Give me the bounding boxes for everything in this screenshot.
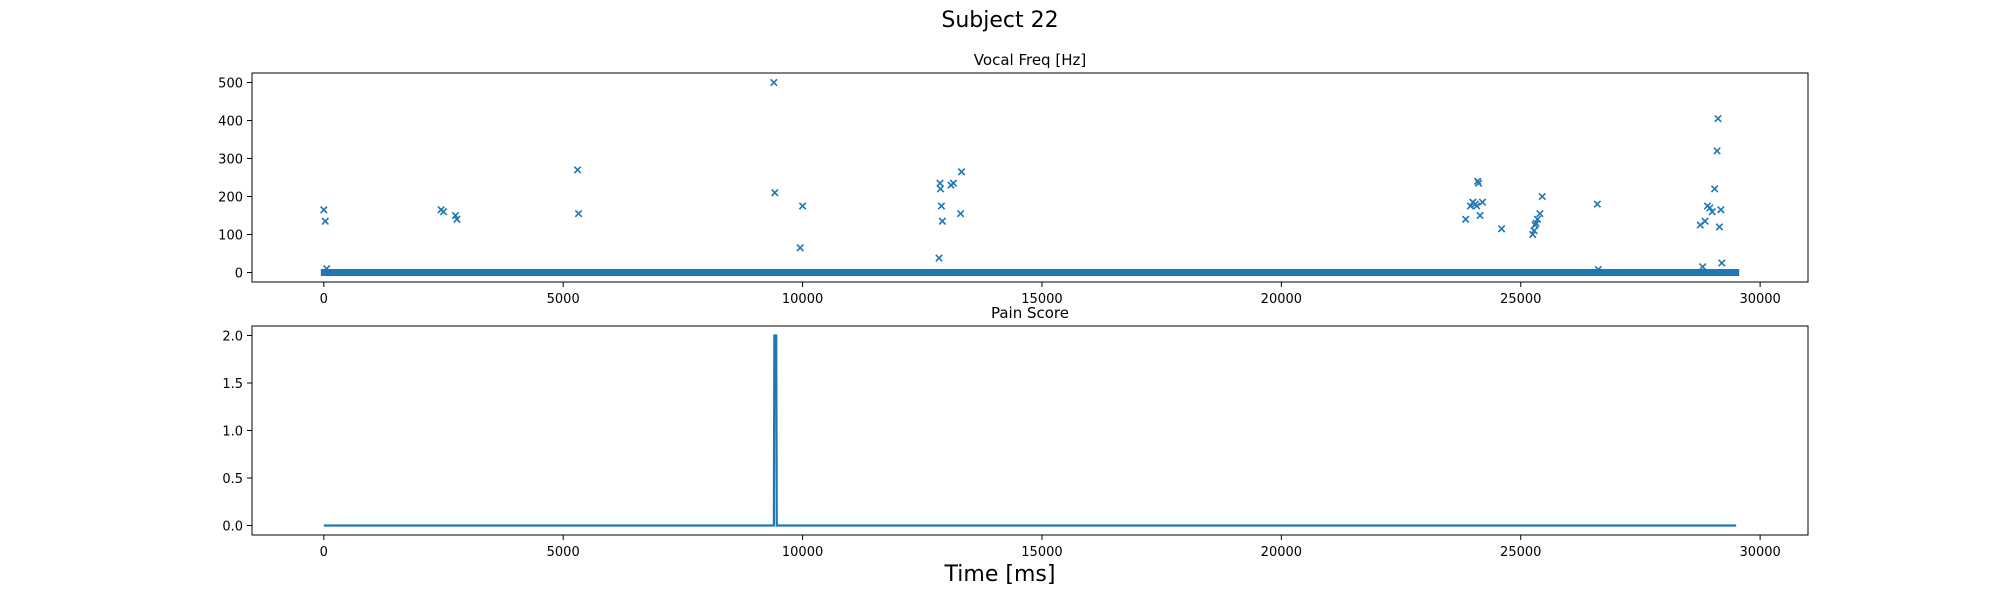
- vocal-freq-points: [320, 78, 1726, 274]
- data-point: [453, 215, 461, 224]
- y-tick-label: 0.0: [222, 520, 243, 535]
- data-point: [771, 188, 779, 197]
- data-point: [1593, 200, 1602, 208]
- data-point: [439, 207, 448, 216]
- x-tick-label: 30000: [1739, 292, 1780, 307]
- vocal-freq-axes: Vocal Freq [Hz] 0 5000 10000 15000 20000 2500…: [218, 51, 1809, 307]
- y-tick-label: 200: [218, 191, 243, 206]
- data-point: [935, 254, 943, 262]
- x-tick-label: 15000: [1021, 292, 1062, 307]
- data-point: [574, 209, 583, 218]
- data-point: [770, 78, 778, 87]
- data-point: [1708, 207, 1717, 216]
- data-point: [320, 206, 328, 214]
- x-tick-label: 25000: [1500, 292, 1541, 307]
- data-point: [1478, 198, 1487, 206]
- data-point: [956, 209, 965, 218]
- vocal-freq-x-ticks: 0 5000 10000 15000 20000 25000 30000: [320, 282, 1781, 307]
- data-point: [1466, 202, 1475, 210]
- x-tick-label: 10000: [782, 545, 823, 560]
- y-tick-label: 2.0: [222, 330, 243, 345]
- pain-score-title: Pain Score: [991, 304, 1069, 322]
- y-tick-label: 500: [218, 77, 243, 92]
- data-point: [1701, 217, 1709, 225]
- x-tick-label: 5000: [547, 545, 580, 560]
- data-point: [938, 217, 947, 225]
- baseline-marker-band: [320, 269, 1740, 276]
- data-point: [1530, 226, 1538, 235]
- x-tick-label: 20000: [1261, 292, 1302, 307]
- data-point: [796, 244, 804, 252]
- data-point: [1715, 223, 1724, 231]
- data-point: [322, 264, 331, 273]
- y-tick-label: 1.5: [222, 377, 243, 392]
- data-point: [1497, 225, 1506, 233]
- data-point: [1706, 204, 1714, 212]
- x-tick-label: 5000: [547, 292, 580, 307]
- x-tick-label: 10000: [782, 292, 823, 307]
- y-tick-label: 300: [218, 153, 243, 168]
- vocal-freq-title: Vocal Freq [Hz]: [974, 51, 1086, 69]
- pain-score-frame: [251, 325, 1809, 536]
- x-tick-label: 20000: [1261, 545, 1302, 560]
- x-tick-label: 15000: [1021, 545, 1062, 560]
- pain-score-line: [323, 334, 1737, 527]
- data-point: [573, 166, 582, 174]
- y-tick-label: 400: [218, 115, 243, 130]
- pain-score-x-ticks: 0 5000 10000 15000 20000 25000 30000: [320, 535, 1781, 560]
- data-point: [1536, 209, 1544, 218]
- data-point: [1714, 114, 1722, 123]
- pain-score-axes: Pain Score 0 5000 10000 15000 20000 25000 3000…: [222, 304, 1809, 560]
- data-point: [1476, 211, 1484, 220]
- x-tick-label: 30000: [1739, 545, 1780, 560]
- data-point: [957, 168, 966, 176]
- vocal-freq-baseline: [320, 269, 1740, 276]
- y-tick-label: 100: [218, 229, 243, 244]
- data-point: [1713, 147, 1721, 155]
- data-point: [1594, 265, 1603, 274]
- y-tick-label: 1.0: [222, 425, 243, 440]
- data-point: [1461, 215, 1470, 224]
- data-point: [1474, 179, 1483, 187]
- data-point: [798, 202, 807, 210]
- data-point: [1538, 192, 1547, 201]
- y-tick-label: 0.5: [222, 472, 243, 487]
- data-point: [1718, 259, 1726, 267]
- data-point: [1710, 185, 1719, 193]
- data-point: [936, 185, 945, 193]
- x-tick-label: 0: [320, 545, 328, 560]
- data-point: [949, 179, 958, 187]
- data-point: [937, 202, 946, 210]
- pain-score-line-group: [323, 334, 1737, 527]
- data-point: [1472, 202, 1481, 210]
- data-point: [1717, 206, 1725, 214]
- x-tick-label: 25000: [1500, 545, 1541, 560]
- y-tick-label: 0: [235, 267, 243, 282]
- data-point: [321, 217, 330, 225]
- data-point: [1533, 215, 1542, 224]
- figure-title: Subject 22: [941, 8, 1059, 33]
- pain-score-y-ticks: 0.0 0.5 1.0 1.5 2.0: [222, 330, 252, 535]
- vocal-freq-frame: [251, 72, 1809, 283]
- vocal-freq-y-ticks: 0 100 200 300 400 500: [218, 77, 252, 282]
- x-axis-label: Time [ms]: [944, 562, 1056, 587]
- data-point: [1698, 263, 1707, 271]
- x-tick-label: 0: [320, 292, 328, 307]
